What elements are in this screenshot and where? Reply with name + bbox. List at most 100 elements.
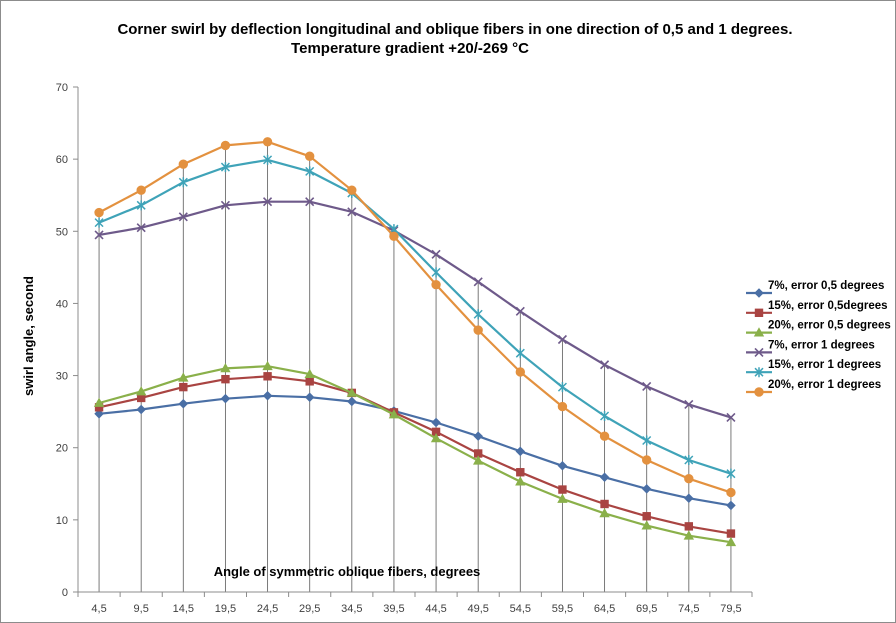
data-point [599, 472, 610, 483]
data-point [136, 185, 146, 195]
data-point [178, 177, 188, 188]
series-6 [94, 137, 736, 498]
series-line [98, 375, 732, 535]
y-tick-label: 40 [56, 298, 68, 310]
series-layer [93, 137, 737, 547]
drop-lines [98, 141, 732, 592]
x-tick-label: 9,5 [134, 603, 149, 615]
y-tick-label: 20 [56, 443, 68, 455]
data-point [557, 401, 568, 412]
data-point [389, 231, 399, 242]
legend-item: 15%, error 1 degrees [746, 359, 881, 378]
x-tick-label: 69,5 [636, 603, 657, 615]
data-point [684, 474, 694, 484]
data-point [599, 508, 610, 518]
data-point [304, 368, 315, 379]
x-tick-label: 44,5 [425, 603, 446, 615]
data-point [641, 484, 652, 494]
data-point [262, 197, 273, 207]
data-point [263, 154, 273, 165]
y-tick-label: 30 [56, 371, 68, 383]
data-point [136, 404, 146, 415]
data-point [599, 360, 610, 370]
legend-swatch-marker [754, 308, 764, 317]
data-point [220, 200, 231, 210]
x-tick-label: 14,5 [173, 603, 194, 615]
data-point [347, 185, 357, 195]
x-tick-label: 74,5 [678, 603, 699, 615]
data-point [558, 485, 567, 494]
data-point [641, 520, 652, 530]
data-point [94, 409, 104, 419]
data-point [726, 500, 736, 511]
data-point [346, 387, 357, 397]
data-point [136, 223, 146, 233]
x-tick-label: 29,5 [299, 603, 320, 615]
legend-swatch-marker [754, 347, 764, 357]
data-point [473, 455, 484, 465]
data-point [178, 159, 189, 169]
data-point [726, 468, 736, 479]
x-tick-label: 39,5 [383, 603, 404, 615]
data-point [430, 433, 442, 443]
data-point [388, 409, 400, 419]
x-tick-label: 49,5 [467, 603, 488, 615]
data-point [305, 377, 314, 386]
data-point [178, 372, 189, 382]
chart-subtitle: Temperature gradient +20/-269 °C [291, 40, 529, 57]
data-point [262, 360, 273, 371]
y-tick-label: 0 [62, 587, 68, 599]
data-point [304, 151, 315, 161]
data-point [557, 382, 567, 393]
data-point [305, 166, 315, 177]
series-2 [94, 372, 736, 538]
data-point [726, 412, 736, 422]
data-point [557, 493, 568, 503]
legend-item: 7%, error 0,5 degrees [746, 280, 884, 298]
data-point [600, 410, 610, 421]
series-line [98, 158, 732, 475]
data-point [431, 417, 441, 428]
data-point [684, 454, 694, 465]
data-point [515, 306, 525, 316]
data-point [515, 446, 526, 457]
data-point [726, 529, 736, 538]
data-point [178, 398, 189, 409]
data-point [515, 367, 526, 377]
data-point [304, 392, 315, 402]
data-point [178, 212, 188, 222]
y-tick-label: 60 [56, 154, 68, 166]
x-tick-label: 59,5 [552, 603, 573, 615]
legend-label: 20%, error 1 degrees [768, 379, 881, 391]
x-tick-label: 54,5 [510, 603, 531, 615]
data-point [220, 393, 231, 404]
legend: 7%, error 0,5 degrees 15%, error 0,5degre… [746, 280, 891, 397]
x-tick-label: 79,5 [720, 603, 741, 615]
legend-label: 7%, error 1 degrees [768, 339, 875, 351]
data-point [473, 309, 483, 320]
data-point [136, 200, 146, 211]
data-point [136, 386, 147, 396]
series-5 [94, 154, 736, 479]
legend-swatch-marker [754, 387, 764, 397]
y-tick-label: 70 [56, 82, 68, 94]
x-tick-label: 34,5 [341, 603, 362, 615]
data-point [642, 435, 652, 446]
data-point [725, 536, 737, 547]
legend-label: 20%, error 0,5 degrees [768, 320, 891, 332]
data-point [431, 267, 441, 278]
data-point [726, 487, 736, 498]
y-tick-label: 10 [56, 515, 68, 527]
data-point [600, 499, 609, 509]
data-point [642, 512, 651, 521]
data-point [642, 381, 652, 391]
data-point [431, 249, 441, 259]
data-point [94, 217, 104, 228]
data-point [93, 397, 105, 407]
data-point [684, 493, 694, 503]
y-tick-label: 50 [56, 226, 68, 238]
data-point [684, 399, 694, 409]
x-tick-label: 19,5 [215, 603, 236, 615]
